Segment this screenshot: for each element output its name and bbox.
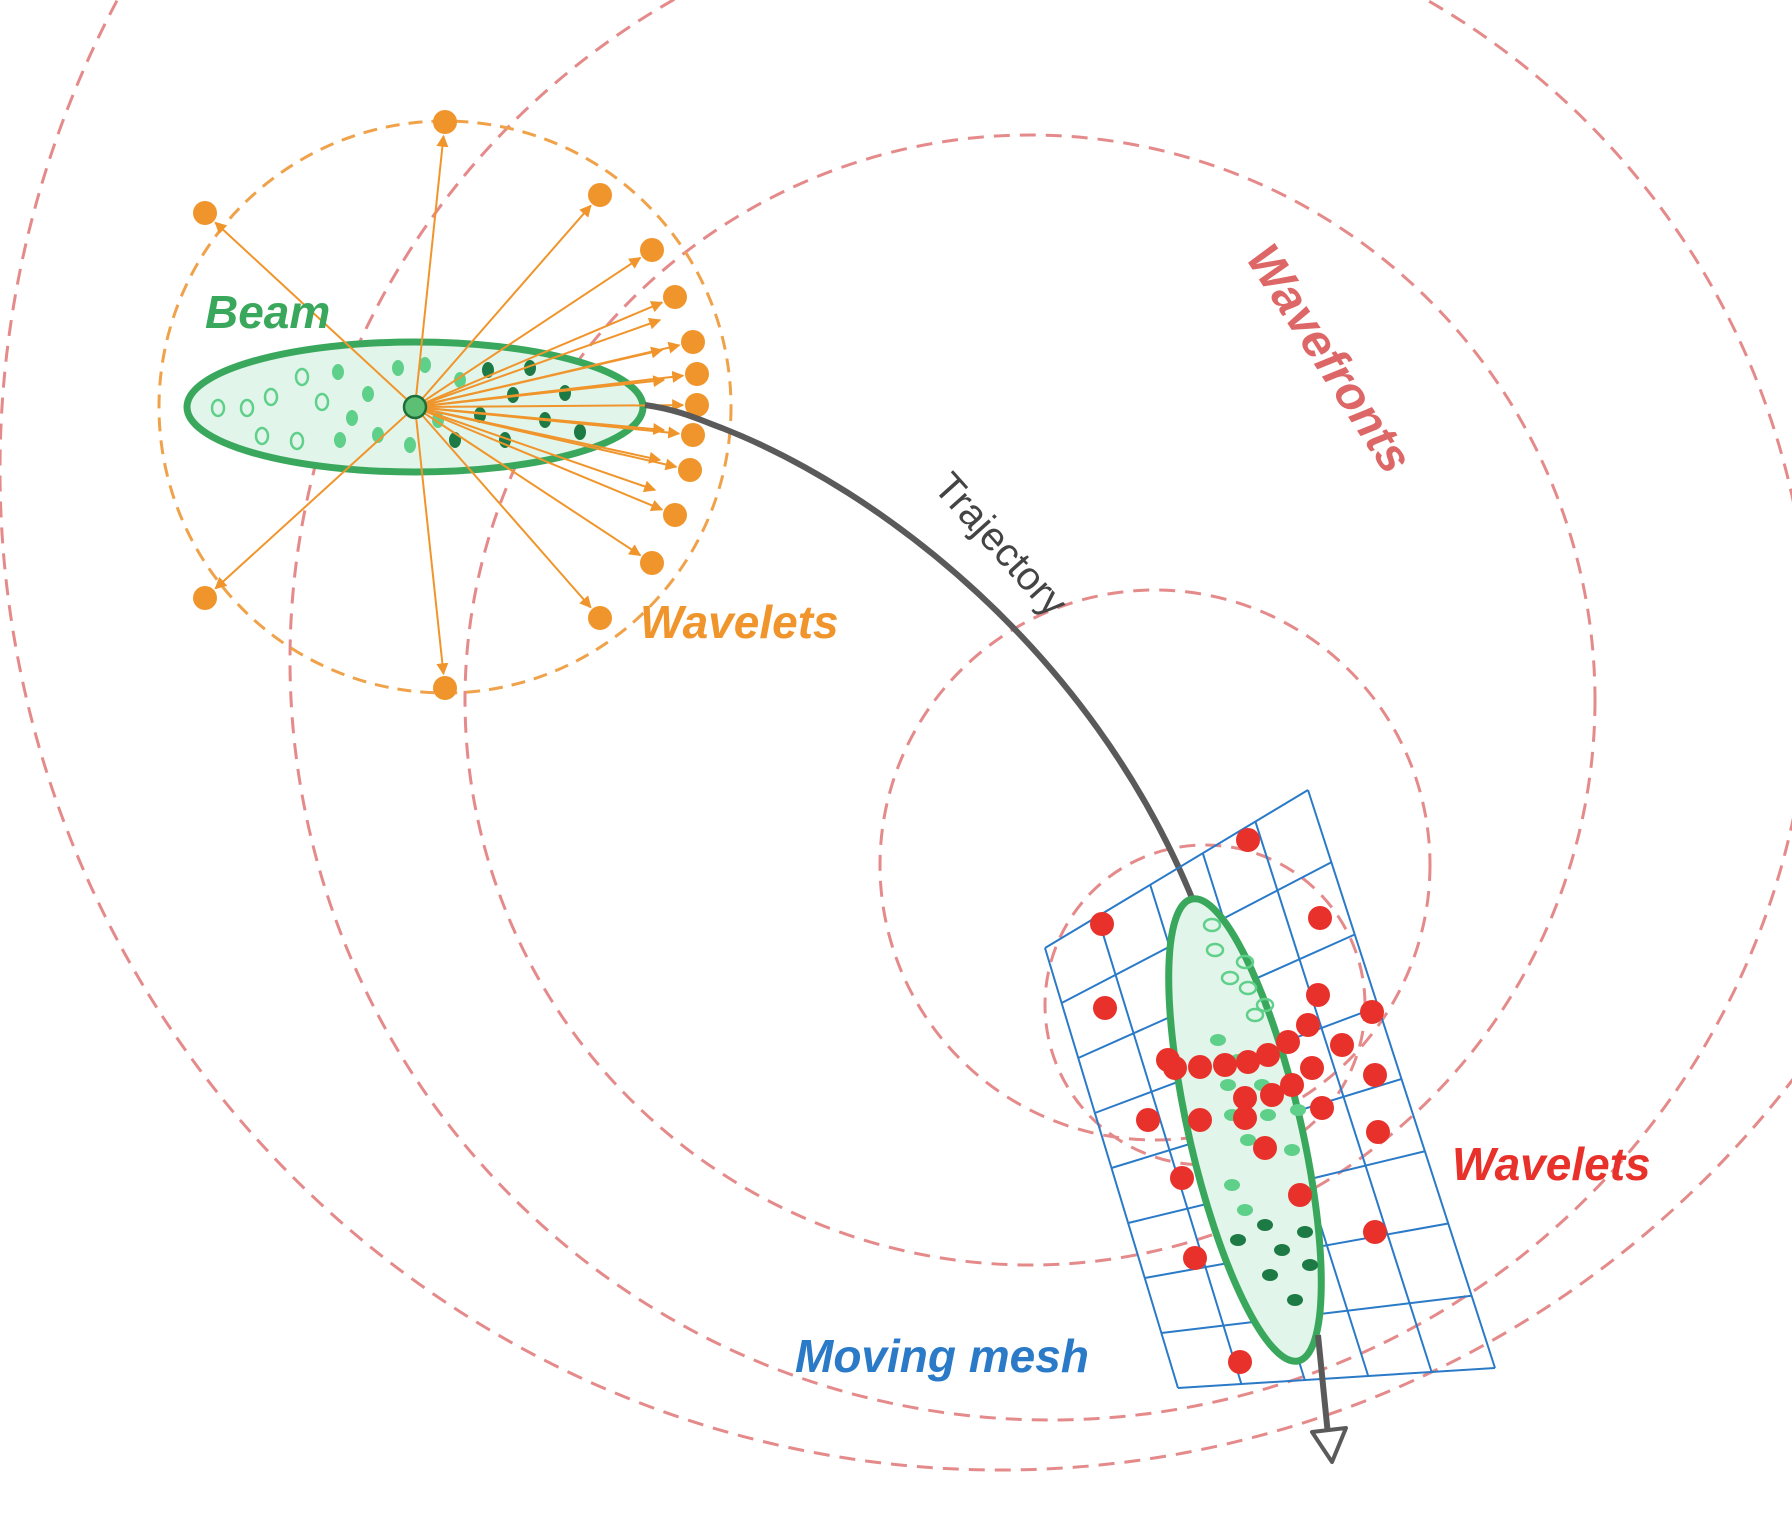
received-wavelet-point — [1213, 1053, 1237, 1077]
emission-arrows — [214, 134, 685, 676]
received-wavelet-point — [1260, 1083, 1284, 1107]
trajectory-arrowhead-icon — [1310, 1426, 1348, 1464]
received-wavelets-label: Wavelets — [1452, 1138, 1651, 1190]
wavefront-outer-2 — [288, 0, 1792, 1422]
received-wavelet-point — [1363, 1220, 1387, 1244]
emission-arrow — [414, 256, 642, 408]
mesh-line — [1177, 1367, 1496, 1389]
received-wavelet-point — [1300, 1056, 1324, 1080]
emitted-wavelet-point — [193, 201, 217, 225]
emission-arrow — [414, 406, 664, 512]
wavefront-mid — [463, 133, 1597, 1267]
received-wavelet-point — [1330, 1033, 1354, 1057]
received-wavelet-point — [1310, 1096, 1334, 1120]
received-wavelet-point — [1183, 1246, 1207, 1270]
received-wavelet-point — [1296, 1013, 1320, 1037]
received-wavelet-points — [1090, 828, 1390, 1374]
received-wavelet-point — [1228, 1350, 1252, 1374]
emitted-wavelet-point — [433, 676, 457, 700]
emission-arrow — [414, 346, 664, 408]
received-wavelet-point — [1136, 1108, 1160, 1132]
emitted-wavelet-point — [685, 393, 709, 417]
received-wavelet-point — [1093, 996, 1117, 1020]
emission-arrow — [214, 221, 416, 408]
emission-arrow — [414, 375, 666, 408]
emitted-wavelet-point — [681, 423, 705, 447]
received-wavelet-point — [1170, 1166, 1194, 1190]
emission-arrow — [414, 406, 592, 609]
emission-arrow — [414, 317, 662, 408]
emitted-wavelet-point — [640, 238, 664, 262]
received-wavelet-point — [1366, 1120, 1390, 1144]
emitted-wavelet-point — [640, 551, 664, 575]
wavefronts-group — [0, 0, 1792, 1472]
emitted-wavelet-point — [663, 285, 687, 309]
received-wavelet-point — [1233, 1086, 1257, 1110]
trajectory-tail — [1315, 1334, 1331, 1436]
received-wavelet-point — [1308, 906, 1332, 930]
emitted-wavelet-point — [193, 586, 217, 610]
emission-point — [402, 394, 428, 420]
emitted-wavelet-points — [193, 110, 709, 700]
beam-bottom-dark-particles — [1230, 1219, 1318, 1306]
wavefront-inner — [878, 588, 1432, 1142]
trajectory-label: Trajectory — [925, 465, 1076, 625]
emitted-wavelet-point — [588, 183, 612, 207]
emitted-wavelet-point — [685, 362, 709, 386]
emission-arrow — [414, 406, 662, 464]
wavefront-outer-1 — [0, 0, 1792, 1472]
wavefronts-label: Wavefronts — [1236, 235, 1422, 482]
received-wavelet-point — [1363, 1063, 1387, 1087]
received-wavelet-point — [1156, 1048, 1180, 1072]
received-wavelet-point — [1236, 1050, 1260, 1074]
received-wavelet-point — [1288, 1183, 1312, 1207]
emission-arrow — [414, 204, 592, 408]
emitted-wavelet-point — [663, 503, 687, 527]
beam-bottom-light-particles — [1210, 1034, 1306, 1216]
trajectory-line — [644, 402, 1195, 900]
emitted-wavelets-label: Wavelets — [640, 596, 839, 648]
emitted-wavelet-point — [681, 330, 705, 354]
beam-bottom-hollow-particles — [1202, 917, 1275, 1023]
beam-label: Beam — [205, 286, 330, 338]
received-wavelet-point — [1256, 1043, 1280, 1067]
beam-hollow-particles — [210, 367, 330, 451]
received-wavelet-point — [1276, 1030, 1300, 1054]
emission-arrow — [214, 406, 416, 590]
received-wavelet-point — [1360, 1000, 1384, 1024]
emitted-wavelet-point — [433, 110, 457, 134]
received-wavelet-point — [1188, 1108, 1212, 1132]
emission-arrow — [414, 406, 449, 676]
moving-mesh-label: Moving mesh — [795, 1330, 1089, 1382]
received-wavelet-point — [1188, 1055, 1212, 1079]
received-wavelet-point — [1233, 1106, 1257, 1130]
mesh-line — [1044, 789, 1309, 949]
emitted-wavelet-point — [588, 606, 612, 630]
received-wavelet-point — [1236, 828, 1260, 852]
received-wavelet-point — [1280, 1073, 1304, 1097]
received-wavelet-point — [1306, 983, 1330, 1007]
emitted-wavelet-point — [678, 458, 702, 482]
emission-arrow — [414, 301, 664, 408]
received-wavelet-point — [1253, 1136, 1277, 1160]
emission-arrow — [414, 406, 657, 493]
emission-arrow — [414, 399, 685, 412]
emission-arrow — [414, 406, 642, 557]
received-wavelet-point — [1090, 912, 1114, 936]
emission-arrow — [414, 134, 449, 408]
emission-arrow — [414, 406, 666, 435]
